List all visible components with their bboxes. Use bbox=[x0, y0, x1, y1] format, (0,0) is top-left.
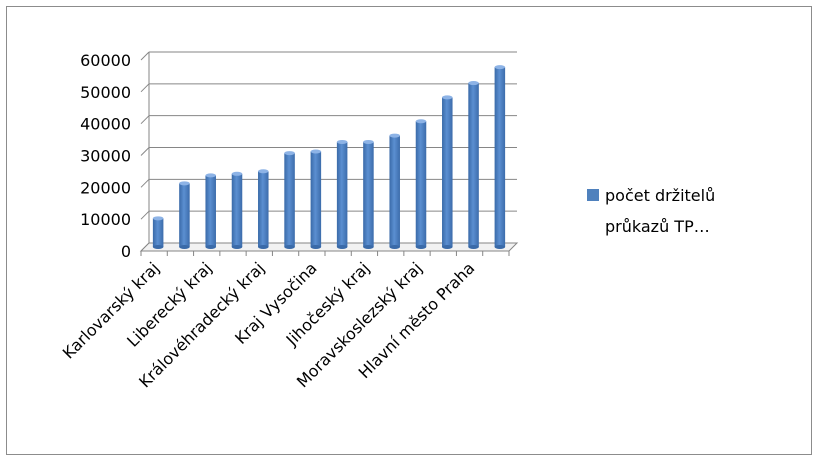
bar-base bbox=[258, 245, 269, 249]
bar bbox=[284, 151, 295, 249]
bar-body bbox=[231, 173, 243, 247]
bar-body bbox=[205, 175, 216, 247]
bar-top bbox=[258, 169, 269, 174]
bar-body bbox=[179, 183, 190, 247]
bar-top bbox=[310, 149, 322, 154]
gridline-depth bbox=[140, 51, 150, 61]
gridline-depth bbox=[140, 210, 150, 220]
bar-top bbox=[152, 216, 164, 221]
y-tick-label: 50000 bbox=[80, 83, 131, 102]
bar bbox=[468, 81, 479, 249]
bar-body bbox=[389, 135, 400, 247]
bar-body bbox=[468, 83, 479, 247]
legend: počet držitelů průkazů TP… bbox=[587, 186, 715, 236]
bar-base bbox=[468, 245, 479, 249]
legend-label-line-1: počet držitelů bbox=[605, 186, 715, 205]
bar bbox=[363, 139, 374, 249]
bar-base bbox=[389, 245, 400, 249]
bar bbox=[258, 169, 269, 249]
bar-base bbox=[363, 245, 374, 249]
bar bbox=[415, 119, 427, 249]
bar-base bbox=[284, 245, 295, 249]
bar bbox=[152, 216, 164, 249]
chart-frame: 0 10000 20000 30000 40000 50000 60000 Karlovar… bbox=[6, 6, 812, 455]
bar-body bbox=[152, 218, 164, 247]
bar-body bbox=[310, 151, 322, 247]
bar bbox=[494, 65, 506, 249]
bar-base bbox=[231, 245, 243, 249]
bar-base bbox=[336, 245, 348, 249]
bar-top bbox=[442, 95, 453, 100]
bar-base bbox=[494, 245, 506, 249]
bar-base bbox=[310, 245, 322, 249]
column-chart: 0 10000 20000 30000 40000 50000 60000 Karlovar… bbox=[59, 51, 715, 391]
y-axis-tick-labels: 0 10000 20000 30000 40000 50000 60000 bbox=[80, 51, 131, 261]
bar-body bbox=[284, 153, 295, 247]
bar-top bbox=[468, 81, 479, 86]
floor-plane bbox=[139, 242, 519, 252]
bar-base bbox=[152, 245, 164, 249]
bar bbox=[389, 133, 400, 249]
bar-top bbox=[363, 139, 374, 144]
y-tick-label: 30000 bbox=[80, 147, 131, 166]
bar-base bbox=[205, 245, 216, 249]
bar-base bbox=[179, 245, 190, 249]
x-category-label: Karlovarský kraj bbox=[59, 258, 163, 362]
bar bbox=[442, 95, 453, 249]
bar bbox=[205, 173, 216, 249]
bar-top bbox=[336, 139, 348, 144]
y-tick-label: 40000 bbox=[80, 115, 131, 134]
bar-top bbox=[494, 65, 506, 70]
bar-body bbox=[363, 141, 374, 247]
legend-swatch bbox=[587, 189, 599, 201]
bar bbox=[336, 139, 348, 249]
bar-body bbox=[258, 171, 269, 247]
y-tick-label: 0 bbox=[121, 242, 131, 261]
bar-body bbox=[336, 141, 348, 247]
bar-base bbox=[415, 245, 427, 249]
bar-base bbox=[442, 245, 453, 249]
gridline-depth bbox=[140, 115, 150, 125]
gridline-depth bbox=[140, 147, 150, 156]
gridlines bbox=[140, 51, 517, 252]
bar bbox=[310, 149, 322, 249]
plot-floor bbox=[139, 242, 519, 256]
bar-top bbox=[231, 171, 243, 176]
bar-top bbox=[415, 119, 427, 124]
gridline-depth bbox=[140, 178, 150, 188]
bar-body bbox=[442, 97, 453, 247]
bar-top bbox=[389, 133, 400, 138]
bar-series bbox=[152, 65, 506, 249]
legend-label-line-2: průkazů TP… bbox=[605, 217, 710, 236]
y-tick-label: 60000 bbox=[80, 51, 131, 70]
bar-body bbox=[415, 121, 427, 247]
bar-top bbox=[179, 181, 190, 186]
bar-body bbox=[494, 67, 506, 247]
bar-top bbox=[205, 173, 216, 178]
y-tick-label: 20000 bbox=[80, 178, 131, 197]
y-tick-label: 10000 bbox=[80, 210, 131, 229]
gridline-depth bbox=[140, 83, 150, 93]
bar bbox=[231, 171, 243, 249]
bar-top bbox=[284, 151, 295, 156]
bar bbox=[179, 181, 190, 249]
